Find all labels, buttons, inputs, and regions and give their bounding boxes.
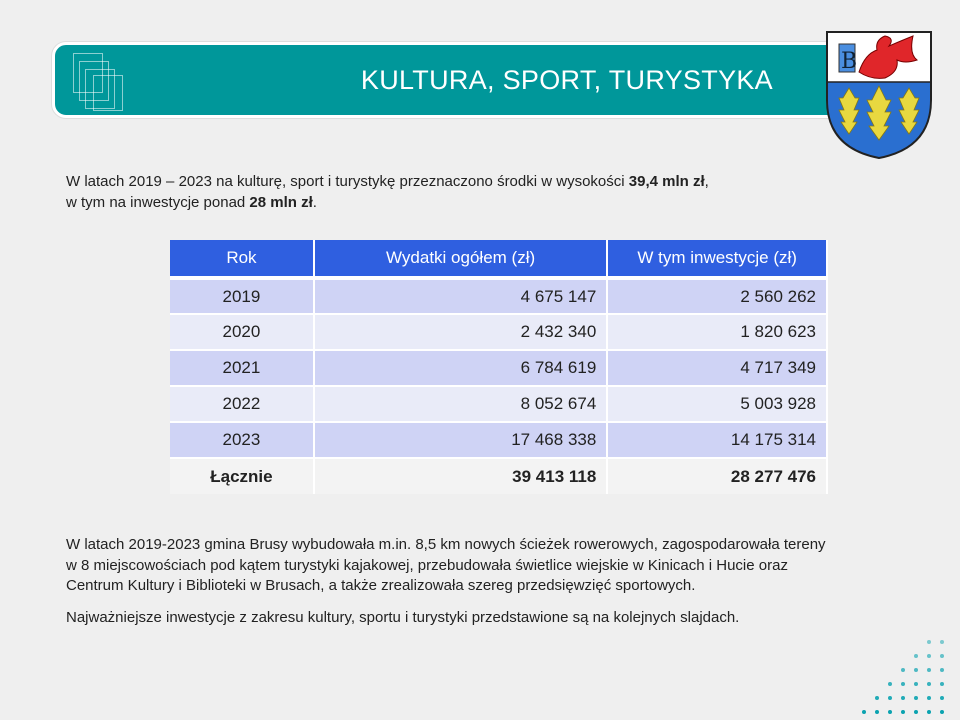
dot-icon: [888, 710, 892, 714]
dot-icon: [927, 640, 931, 644]
header-investments: W tym inwestycje (zł): [607, 240, 828, 278]
dot-icon: [940, 710, 944, 714]
investment-cell: 5 003 928: [607, 385, 828, 422]
summary-paragraph: W latach 2019-2023 gmina Brusy wybudował…: [66, 535, 826, 597]
year-cell: 2023: [170, 421, 315, 458]
summary-line: W latach 2019-2023 gmina Brusy wybudował…: [66, 536, 826, 553]
summary-line: Centrum Kultury i Biblioteki w Brusach, …: [66, 577, 696, 594]
dot-icon: [888, 682, 892, 686]
dot-icon: [927, 654, 931, 658]
total-amount: 39,4 mln zł: [628, 173, 705, 190]
dot-icon: [914, 668, 918, 672]
table-row: 2020 2 432 340 1 820 623: [170, 313, 828, 350]
header-total: Wydatki ogółem (zł): [313, 240, 609, 278]
squares-decoration-icon: [79, 61, 109, 101]
page-title: KULTURA, SPORT, TURYSTYKA: [360, 65, 773, 95]
table-row: 2023 17 468 338 14 175 314: [170, 421, 828, 458]
dot-icon: [940, 696, 944, 700]
title-banner: KULTURA, SPORT, TURYSTYKA: [52, 42, 842, 118]
punct: ,: [704, 173, 709, 190]
summary-line: w 8 miejscowościach pod kątem turystyki …: [66, 556, 788, 574]
dot-icon: [940, 682, 944, 686]
total-cell: 2 432 340: [313, 313, 609, 350]
total-cell: 39 413 118: [313, 457, 609, 494]
investment-amount: 28 mln zł: [249, 193, 313, 211]
total-cell: 6 784 619: [313, 349, 609, 386]
dot-icon: [901, 710, 905, 714]
intro-text: W latach 2019 – 2023 na kulturę, sport i…: [66, 172, 709, 213]
header-year: Rok: [170, 240, 315, 278]
dot-icon: [914, 696, 918, 700]
year-cell: 2022: [170, 385, 315, 422]
dot-icon: [940, 654, 944, 658]
dot-icon: [875, 710, 879, 714]
dot-icon: [914, 682, 918, 686]
table-row: 2021 6 784 619 4 717 349: [170, 349, 828, 386]
total-cell: 17 468 338: [313, 421, 609, 458]
investment-cell: 14 175 314: [607, 421, 828, 458]
dot-icon: [927, 682, 931, 686]
dot-icon: [888, 696, 892, 700]
total-cell: 8 052 674: [313, 385, 609, 422]
total-cell: 4 675 147: [313, 276, 609, 314]
squares-decoration-icon: [93, 75, 123, 111]
expenses-table: Rok Wydatki ogółem (zł) W tym inwestycje…: [170, 240, 828, 494]
investment-cell: 1 820 623: [607, 313, 828, 350]
squares-decoration-icon: [85, 69, 115, 109]
total-row: Łącznie 39 413 118 28 277 476: [170, 457, 828, 494]
punct: .: [312, 193, 317, 211]
svg-text:B: B: [841, 49, 857, 74]
coat-of-arms-logo: B: [826, 31, 932, 160]
intro-line2: w tym na inwestycje ponad: [66, 193, 250, 211]
dot-icon: [940, 640, 944, 644]
dot-icon: [901, 682, 905, 686]
intro-line1: W latach 2019 – 2023 na kulturę, sport i…: [66, 173, 629, 190]
dot-icon: [901, 668, 905, 672]
dot-icon: [875, 696, 879, 700]
year-cell: 2019: [170, 276, 315, 314]
year-cell: 2020: [170, 313, 315, 350]
year-cell: 2021: [170, 349, 315, 386]
dot-icon: [927, 696, 931, 700]
squares-decoration-icon: [73, 53, 103, 93]
dot-icon: [927, 710, 931, 714]
dot-icon: [914, 654, 918, 658]
next-slides-note: Najważniejsze inwestycje z zakresu kultu…: [66, 609, 740, 626]
investment-cell: 28 277 476: [607, 457, 828, 494]
table-row: 2022 8 052 674 5 003 928: [170, 385, 828, 422]
dot-icon: [914, 710, 918, 714]
investment-cell: 2 560 262: [607, 276, 828, 314]
investment-cell: 4 717 349: [607, 349, 828, 386]
table-row: 2019 4 675 147 2 560 262: [170, 276, 828, 314]
dot-icon: [862, 710, 866, 714]
dot-icon: [940, 668, 944, 672]
dot-icon: [901, 696, 905, 700]
dot-icon: [927, 668, 931, 672]
year-cell: Łącznie: [170, 457, 315, 494]
